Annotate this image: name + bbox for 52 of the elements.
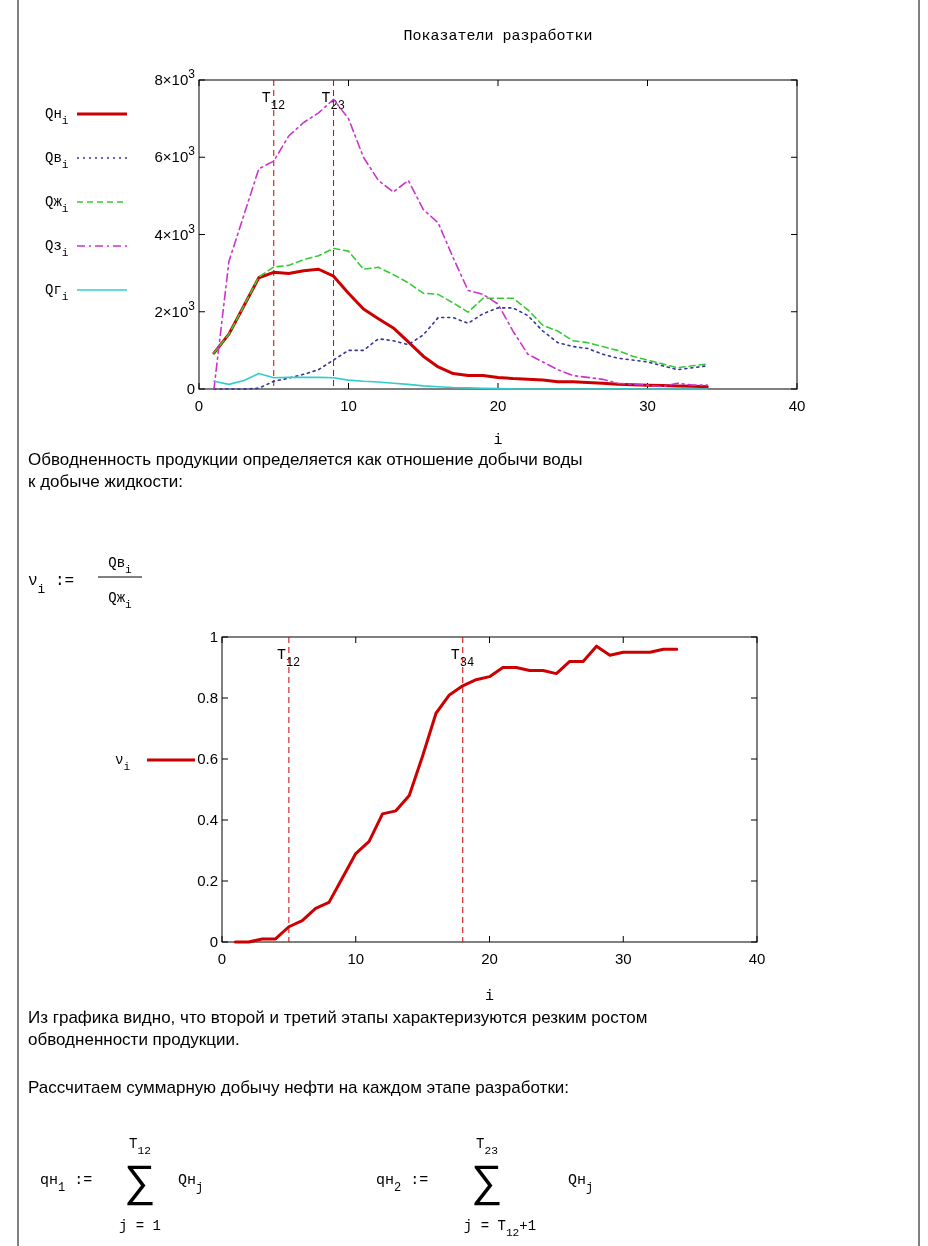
x-tick-label: 40 bbox=[748, 950, 766, 967]
y-tick-label: 0.8 bbox=[197, 689, 218, 706]
ref-line-label: T$_{12}$ bbox=[261, 90, 286, 113]
x-axis-title: i bbox=[493, 432, 503, 449]
text: j = 1 bbox=[118, 1218, 162, 1234]
legend-label: ν$_{i}$ bbox=[115, 752, 131, 773]
x-tick-label: 30 bbox=[639, 397, 656, 414]
x-tick-label: 10 bbox=[347, 950, 365, 967]
y-tick-label: 0.6 bbox=[197, 750, 218, 767]
text: Из графика видно, что второй и третий этапы характеризуются резким ростом bbox=[28, 1008, 648, 1027]
line-series bbox=[213, 372, 709, 390]
legend-label: Qн$_{i}$ bbox=[45, 106, 69, 127]
text: ν$_{i}$ := bbox=[28, 572, 75, 597]
y-tick-label: 2×10$^{3}$ bbox=[154, 298, 196, 320]
text: Рассчитаем суммарную добычу нефти на каждом этапе разработки: bbox=[28, 1078, 570, 1097]
text: j = T$_{12}$+1 bbox=[463, 1218, 537, 1239]
x-tick-label: 30 bbox=[614, 950, 632, 967]
text: обводненности продукции. bbox=[28, 1030, 240, 1049]
y-tick-label: 1 bbox=[209, 628, 218, 645]
x-axis-title: i bbox=[484, 988, 495, 1005]
text: Qв$_{i}$ bbox=[108, 555, 133, 576]
text: Qн$_{j}$ bbox=[568, 1172, 594, 1195]
text: ∑ bbox=[124, 1156, 156, 1206]
legend-label: Qг$_{i}$ bbox=[45, 282, 69, 303]
x-tick-label: 20 bbox=[481, 950, 498, 967]
text: qн$_{1}$ := bbox=[40, 1172, 93, 1195]
line-series bbox=[213, 247, 709, 369]
x-tick-label: 40 bbox=[788, 397, 806, 414]
ref-line-label: T$_{12}$ bbox=[276, 647, 301, 670]
text: к добыче жидкости: bbox=[28, 472, 183, 491]
legend-label: Qж$_{i}$ bbox=[45, 194, 69, 215]
text: qн$_{2}$ := bbox=[376, 1172, 429, 1195]
y-tick-label: 8×10$^{3}$ bbox=[154, 67, 196, 88]
text: ∑ bbox=[471, 1156, 503, 1206]
ref-line-label: T$_{34}$ bbox=[450, 647, 475, 670]
text: T$_{23}$ bbox=[476, 1136, 498, 1157]
text: T$_{12}$ bbox=[129, 1136, 151, 1157]
ref-line-label: T$_{23}$ bbox=[321, 90, 345, 113]
x-tick-label: 20 bbox=[489, 397, 507, 414]
legend-label: Qз$_{i}$ bbox=[45, 238, 69, 259]
y-tick-label: 0 bbox=[186, 380, 195, 397]
x-tick-label: 10 bbox=[340, 397, 357, 414]
y-tick-label: 4×10$^{3}$ bbox=[154, 221, 196, 243]
text: Qн$_{j}$ bbox=[178, 1172, 204, 1195]
text: Обводненность продукции определяется как отношение добычи воды bbox=[28, 450, 583, 469]
y-tick-label: 0 bbox=[209, 933, 218, 950]
y-tick-label: 0.2 bbox=[197, 872, 218, 889]
legend-label: Qв$_{i}$ bbox=[45, 150, 69, 171]
y-tick-label: 6×10$^{3}$ bbox=[154, 144, 196, 166]
text: Qж$_{i}$ bbox=[108, 590, 133, 611]
y-tick-label: 0.4 bbox=[197, 811, 218, 828]
chart-title: Показатели разработки bbox=[403, 28, 593, 45]
